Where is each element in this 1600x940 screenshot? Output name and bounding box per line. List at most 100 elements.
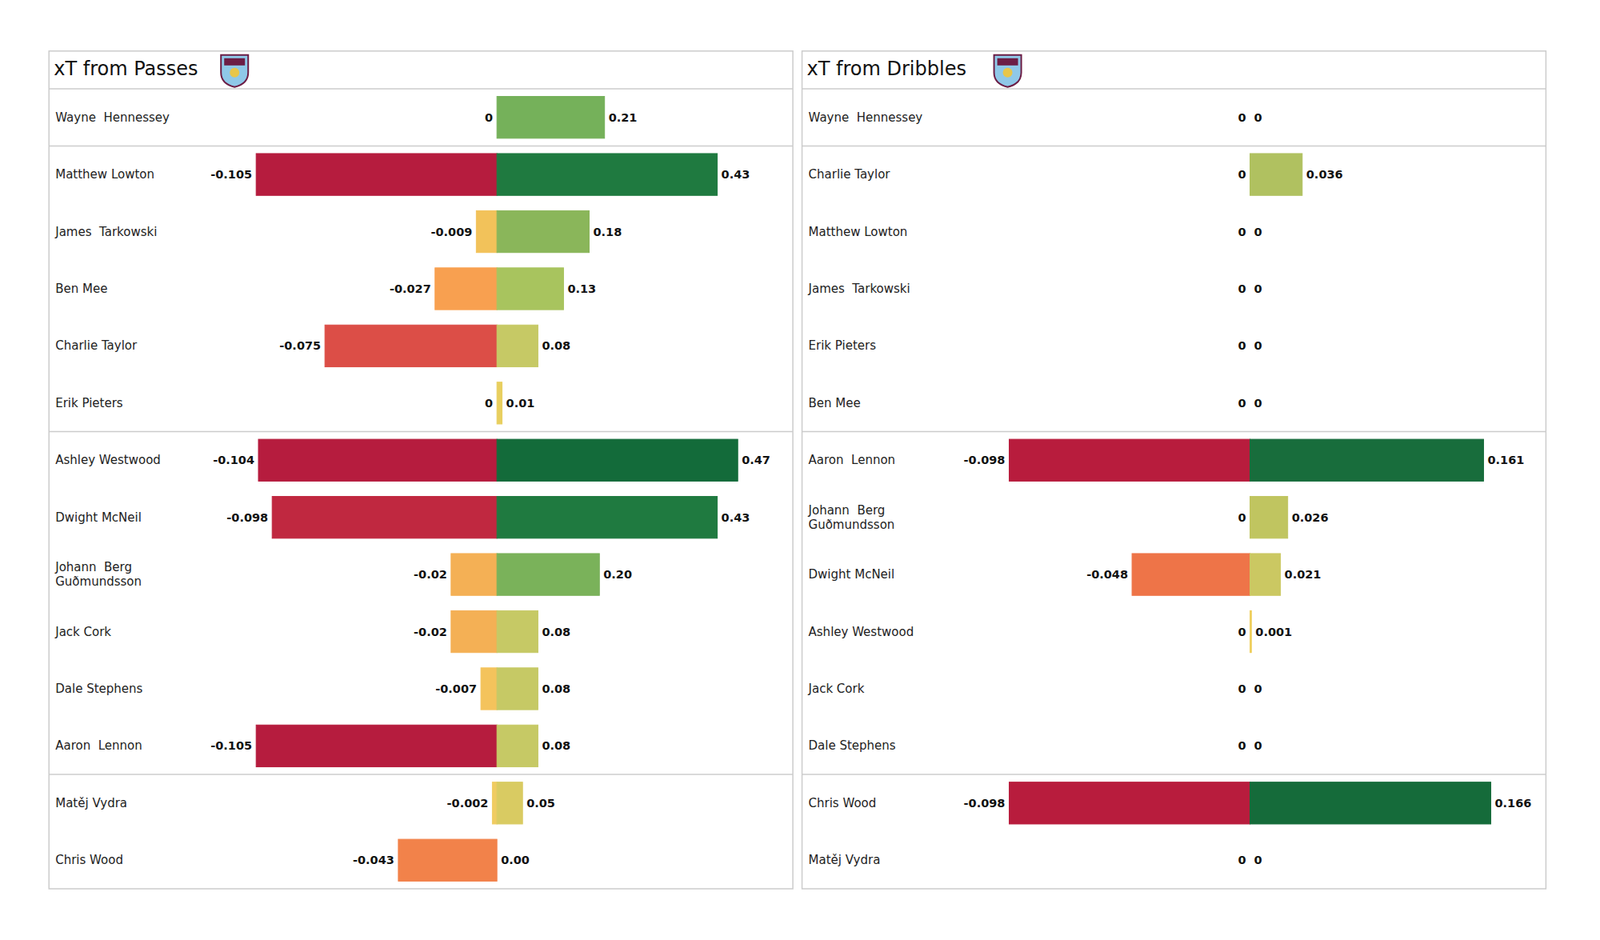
data-label: 0.47 <box>741 453 771 467</box>
bar <box>1249 268 1251 310</box>
data-label: 0.43 <box>721 168 751 181</box>
data-label: -0.009 <box>430 225 472 239</box>
category-label: Charlie Taylor <box>808 167 892 182</box>
data-label: 0 <box>1254 111 1263 124</box>
bar <box>496 782 523 824</box>
bar <box>1249 839 1251 881</box>
data-label: -0.048 <box>1086 568 1128 581</box>
badge-emblem <box>1003 68 1013 78</box>
bar <box>496 668 538 710</box>
bar <box>435 268 497 310</box>
bar <box>496 324 538 367</box>
data-label: -0.007 <box>435 682 477 696</box>
category-label: Jack Cork <box>54 624 112 640</box>
data-label: 0 <box>1237 168 1246 181</box>
data-label: 0.001 <box>1255 625 1292 639</box>
bar <box>1249 210 1251 252</box>
data-label: -0.098 <box>964 453 1006 467</box>
category-label: Jack Cork <box>808 681 865 696</box>
data-label: -0.098 <box>226 511 268 524</box>
category-label: Aaron Lennon <box>808 452 896 468</box>
data-label: -0.043 <box>352 853 395 867</box>
category-label: Chris Wood <box>808 796 877 811</box>
group-divider <box>48 773 793 776</box>
bar <box>496 96 604 139</box>
category-label: Ashley Westwood <box>808 624 915 640</box>
group-divider <box>48 431 793 433</box>
group-divider <box>802 773 1547 776</box>
category-label: Charlie Taylor <box>55 338 138 353</box>
badge-shield <box>994 55 1022 88</box>
category-label: Wayne Hennessey <box>55 110 170 125</box>
bar <box>1249 96 1251 139</box>
data-label: 0 <box>1237 739 1246 752</box>
bar <box>1250 782 1492 824</box>
category-label: Matthew Lowton <box>55 167 155 182</box>
category-label: Ben Mee <box>808 396 861 411</box>
badge <box>220 55 248 88</box>
panel-frame <box>48 51 793 889</box>
bar <box>1249 724 1251 767</box>
data-label: 0 <box>1254 396 1263 410</box>
data-label: 0 <box>1237 282 1246 296</box>
category-label: Ashley Westwood <box>55 452 161 468</box>
bar <box>496 439 738 481</box>
bar <box>496 610 538 652</box>
bar <box>1249 839 1251 881</box>
bar <box>496 553 600 596</box>
chart-canvas: xT from Passes Wayne Hennessey Matthew Low… <box>0 0 1600 940</box>
labels: Wayne HennesseyCharlie TaylorMatthew Low… <box>808 110 1532 868</box>
header-line <box>802 88 1547 90</box>
data-label: 0 <box>1237 396 1246 410</box>
data-label: 0.08 <box>541 739 571 752</box>
data-label: 0 <box>1254 225 1263 239</box>
data-label: 0.026 <box>1292 511 1329 524</box>
data-label: 0.08 <box>541 625 571 639</box>
title: xT from Passes <box>53 57 198 80</box>
bar <box>1250 153 1303 196</box>
bar <box>496 839 498 881</box>
category-label: Ben Mee <box>55 281 108 296</box>
bar <box>1249 96 1251 139</box>
data-label: 0.00 <box>500 853 530 867</box>
category-label: Matěj Vydra <box>55 796 128 811</box>
category-label: Dwight McNeil <box>55 510 142 525</box>
bar <box>496 210 589 252</box>
bar <box>1250 553 1281 596</box>
bar <box>1250 439 1484 481</box>
data-label: 0 <box>1254 739 1263 752</box>
bar <box>492 782 497 824</box>
category-label: Dale Stephens <box>55 681 143 696</box>
bar <box>256 724 497 767</box>
data-label: 0 <box>1254 282 1263 296</box>
data-label: 0 <box>1237 511 1246 524</box>
bar <box>398 839 497 881</box>
data-label: 0 <box>1237 853 1246 867</box>
data-label: -0.104 <box>212 453 255 467</box>
data-label: 0 <box>1237 225 1246 239</box>
data-label: 0.021 <box>1284 568 1322 581</box>
bar <box>256 153 497 196</box>
bar <box>1249 324 1251 367</box>
category-label: Dale Stephens <box>808 738 896 753</box>
data-label: 0 <box>1237 682 1246 696</box>
data-label: -0.075 <box>279 339 321 352</box>
bar <box>451 553 497 596</box>
badge-emblem <box>229 68 240 78</box>
data-label: 0.08 <box>541 682 571 696</box>
data-label: -0.105 <box>210 168 252 181</box>
bar <box>1249 324 1251 367</box>
category-label: Dwight McNeil <box>808 567 896 582</box>
bar <box>1008 439 1250 481</box>
data-label: -0.02 <box>413 568 448 581</box>
category-label: Chris Wood <box>55 852 124 868</box>
data-label: 0.21 <box>608 111 638 124</box>
category-label: Aaron Lennon <box>55 738 143 753</box>
data-label: 0 <box>1254 853 1263 867</box>
group-divider <box>48 145 793 148</box>
panel-frame <box>802 51 1547 889</box>
bar <box>1249 724 1251 767</box>
category-label: Johann BergGuðmundsson <box>54 560 142 589</box>
bar <box>480 668 497 710</box>
bar <box>272 496 497 539</box>
